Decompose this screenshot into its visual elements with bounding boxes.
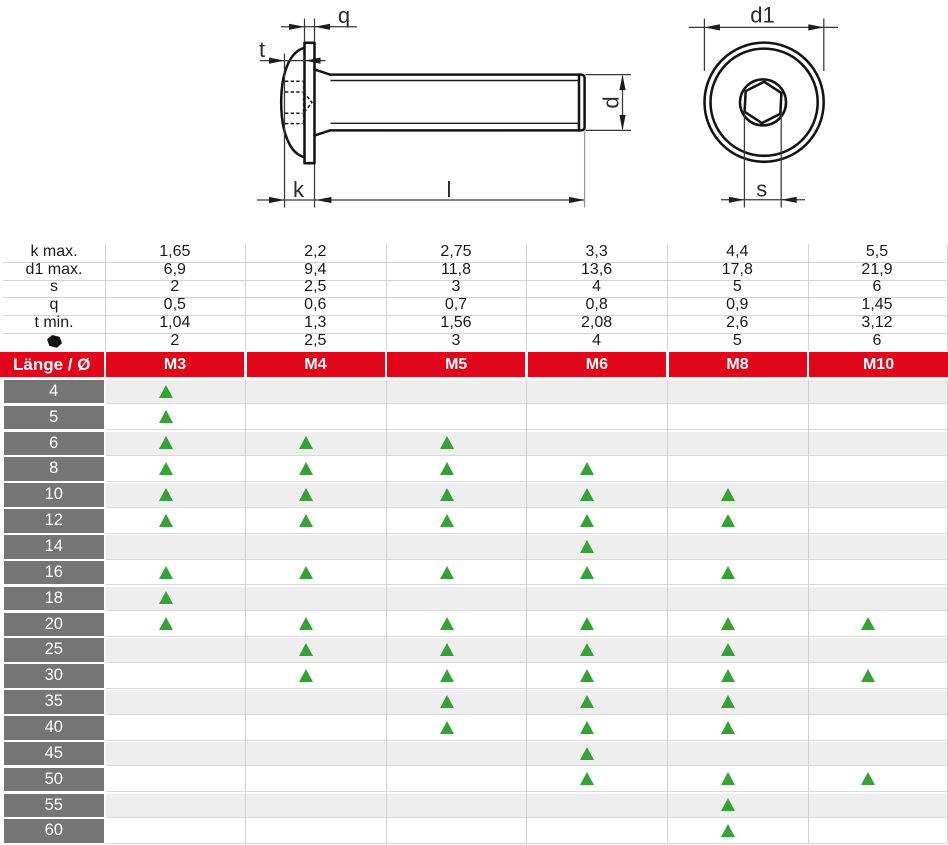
svg-text:t: t (259, 37, 265, 62)
svg-text:s: s (756, 177, 767, 202)
svg-text:l: l (447, 177, 452, 202)
svg-text:q: q (338, 3, 350, 28)
svg-text:k: k (293, 177, 305, 202)
svg-text:d: d (599, 96, 624, 108)
svg-text:d1: d1 (750, 3, 774, 28)
